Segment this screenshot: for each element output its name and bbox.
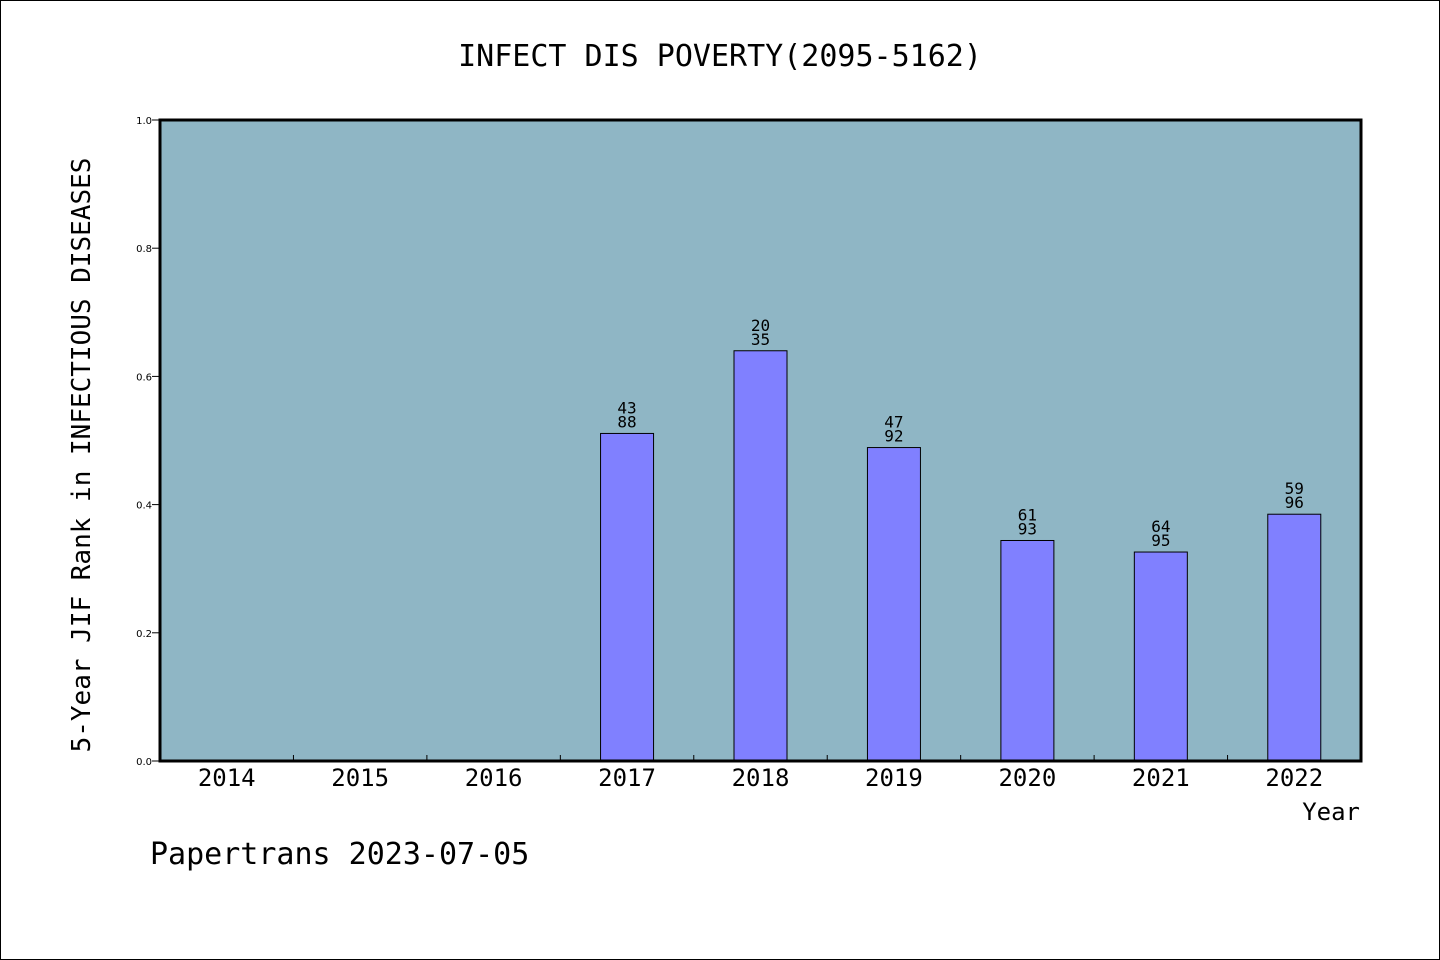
y-tick-label: 1.0 [136,116,152,127]
chart-title: INFECT DIS POVERTY(2095-5162) [458,39,982,74]
bar [1267,513,1322,762]
bar-label-denominator: 93 [1018,519,1037,538]
bar-label-numerator: 43 [617,398,636,417]
plot-border [158,118,1363,763]
bar-label-numerator: 64 [1151,517,1170,536]
bar-label-numerator: 20 [751,316,770,335]
y-tick-label: 0.8 [136,244,152,255]
bar [600,432,655,762]
bar-label-denominator: 88 [617,412,636,431]
x-tick-label: 2019 [865,764,923,792]
x-tick-label: 2022 [1265,764,1323,792]
bar [1133,551,1188,762]
bar-label-numerator: 61 [1018,505,1037,524]
bar-label-numerator: 59 [1285,479,1304,498]
ticks-layer: 0.0 0.2 0.4 0.6 0.8 1.0 2014 2015 2016 2017 2018 20… [136,116,1323,792]
x-tick-label: 2017 [598,764,656,792]
x-tick-label: 2021 [1132,764,1190,792]
y-tick-label: 0.6 [136,372,152,383]
y-tick-label: 0.4 [136,501,152,512]
y-axis-label: 5-Year JIF Rank in INFECTIOUS DISEASES [67,158,97,753]
x-tick-label: 2020 [998,764,1056,792]
x-tick-label: 2018 [732,764,790,792]
y-tick-label: 0.0 [136,757,152,768]
bar-label-denominator: 96 [1285,493,1304,512]
y-tick-label: 0.2 [136,629,152,640]
bar [866,447,921,762]
x-tick-label: 2015 [331,764,389,792]
x-tick-label: 2016 [465,764,523,792]
bar-label-denominator: 95 [1151,531,1170,550]
bar-label-denominator: 35 [751,330,770,349]
x-axis-label: Year [1302,798,1360,826]
x-tick-label: 2014 [198,764,256,792]
bar [1000,539,1055,762]
footer-text: Papertrans 2023-07-05 [150,837,529,872]
bar-label-denominator: 92 [884,427,903,446]
bar [733,350,788,762]
bar-label-numerator: 47 [884,413,903,432]
